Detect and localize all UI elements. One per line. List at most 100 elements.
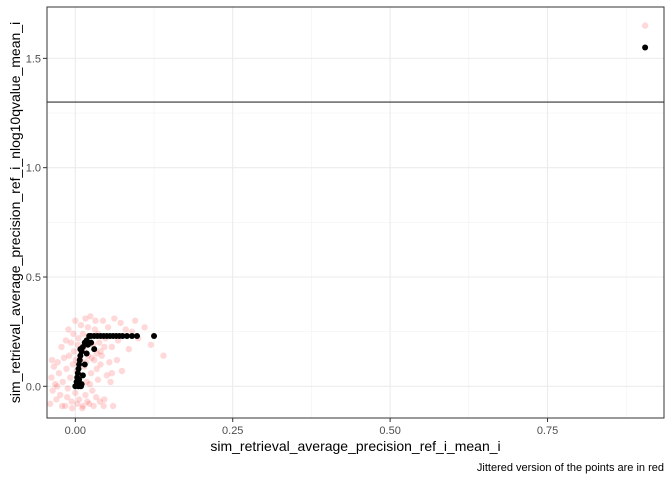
jittered-point (111, 315, 118, 322)
jittered-point (99, 317, 107, 324)
data-point (79, 372, 86, 379)
jittered-point (82, 391, 89, 399)
data-point (76, 376, 83, 383)
jittered-point (54, 359, 61, 366)
jittered-point (62, 402, 69, 410)
jittered-point (103, 372, 111, 379)
jittered-point (65, 352, 73, 359)
jittered-point (113, 356, 121, 364)
jittered-point (68, 398, 75, 405)
jittered-point (63, 365, 70, 373)
jittered-point (77, 321, 85, 329)
jittered-point (91, 326, 99, 333)
jittered-point (79, 330, 87, 338)
jittered-point (107, 378, 114, 386)
data-point (128, 333, 135, 340)
jittered-point (84, 324, 92, 331)
y-tick-label: 0.0 (26, 381, 41, 393)
jittered-point (53, 383, 61, 390)
jittered-point (70, 330, 77, 338)
data-point (88, 339, 95, 346)
data-point (134, 333, 141, 340)
jittered-point (79, 404, 86, 412)
jittered-point (147, 341, 155, 348)
jittered-point (72, 389, 79, 397)
jittered-point (59, 378, 66, 386)
data-point (123, 333, 130, 340)
jittered-point (87, 313, 94, 320)
jittered-point (55, 369, 63, 377)
grid (47, 7, 664, 418)
jittered-point (86, 380, 94, 388)
y-tick-label: 1.5 (26, 53, 41, 65)
jittered-point (125, 345, 133, 353)
data-point (83, 350, 90, 357)
jittered-point (96, 398, 104, 405)
data-point (91, 346, 98, 353)
jittered-point (97, 361, 104, 368)
jittered-point (58, 343, 65, 351)
jittered-point (97, 348, 104, 355)
jittered-point (85, 400, 93, 407)
caption: Jittered version of the points are in re… (477, 462, 664, 474)
jittered-point (160, 352, 167, 359)
y-tick-label: 0.5 (26, 272, 41, 284)
data-point (81, 361, 88, 368)
jittered-point (50, 363, 58, 370)
data-point (76, 357, 83, 364)
y-axis-title: sim_retrieval_average_precision_ref_i_nl… (7, 22, 23, 403)
data-point (76, 361, 83, 368)
jittered-point (70, 348, 78, 355)
jittered-point (118, 367, 126, 375)
jittered-point (117, 319, 124, 327)
y-tick-label: 1.0 (26, 163, 41, 175)
panel-border (46, 6, 665, 419)
jittered-point (79, 402, 87, 410)
jittered-point (75, 335, 82, 342)
data-point (86, 333, 93, 340)
jittered-point (53, 396, 60, 403)
jittered-point (51, 380, 59, 388)
jittered-point (88, 354, 95, 362)
jittered-point (131, 317, 139, 324)
jittered-point (60, 354, 68, 362)
jittered-point (101, 396, 108, 403)
jittered-point (72, 317, 79, 324)
jittered-point (91, 356, 98, 364)
data-point (74, 370, 81, 377)
jittered-point (128, 328, 136, 335)
jittered-point (74, 400, 81, 407)
x-axis-title: sim_retrieval_average_precision_ref_i_me… (210, 438, 500, 454)
jittered-point (106, 359, 113, 366)
jittered-point (57, 391, 64, 399)
jittered-point (141, 324, 148, 331)
jittered-point (90, 402, 97, 410)
x-tick-label: 0.00 (65, 425, 86, 437)
jittered-point (49, 387, 56, 394)
jittered-point (104, 324, 112, 331)
jittered-point (92, 317, 99, 324)
data-point (151, 333, 158, 340)
data-point (77, 352, 84, 359)
jittered-point (87, 369, 95, 377)
jittered-point (100, 402, 107, 410)
jittered-point (641, 22, 649, 29)
jittered-point (108, 369, 116, 377)
data-point (77, 383, 84, 390)
jittered-point (94, 376, 102, 383)
jittered-point (83, 378, 90, 386)
x-tick-label: 0.75 (537, 425, 558, 437)
jittered-point (48, 356, 56, 364)
x-tick-label: 0.50 (379, 425, 400, 437)
axis-ticks: 0.00 0.25 0.50 0.75 0.0 0.5 1.0 1.5 (26, 53, 559, 437)
jittered-point (67, 374, 74, 381)
jittered-point (89, 387, 96, 394)
data-point (77, 346, 84, 353)
jittered-point (109, 402, 117, 410)
x-tick-label: 0.25 (222, 425, 243, 437)
data-point (75, 365, 82, 372)
jittered-point (108, 343, 116, 351)
jittered-point (92, 394, 100, 401)
jittered-point (48, 374, 55, 381)
